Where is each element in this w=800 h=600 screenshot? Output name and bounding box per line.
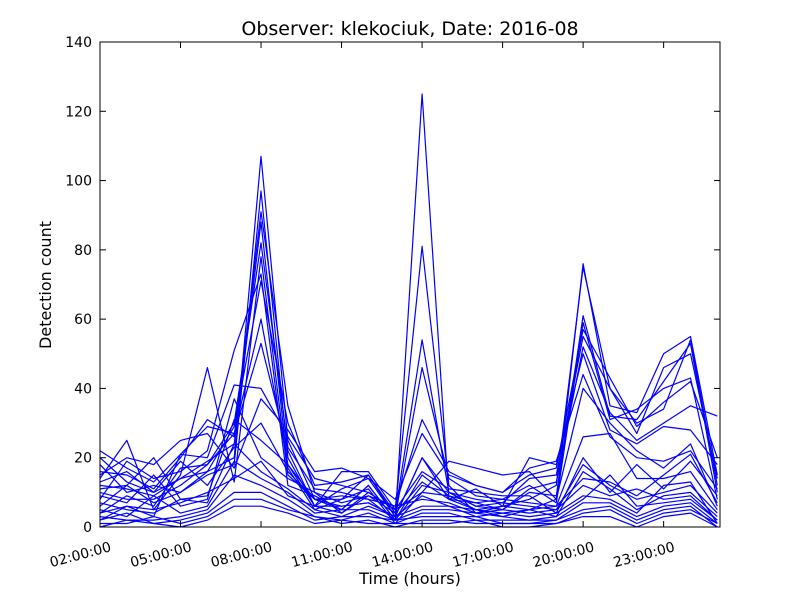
y-tick-label: 0 [83, 520, 92, 536]
y-tick-label: 60 [74, 312, 92, 328]
y-axis: 0 20 40 60 80 100 120 140 [65, 35, 720, 536]
x-tick-label: 05:00:00 [129, 539, 194, 571]
series-line-13 [99, 419, 718, 525]
chart-title: Observer: klekociuk, Date: 2016-08 [241, 18, 578, 40]
y-tick-label: 80 [74, 243, 92, 259]
series-lines [99, 93, 718, 528]
series-line-22 [99, 374, 718, 500]
y-tick-label: 100 [65, 174, 92, 190]
x-tick-label: 08:00:00 [209, 539, 274, 571]
x-tick-label: 20:00:00 [531, 539, 596, 571]
series-line-9 [99, 318, 718, 514]
x-tick-label: 23:00:00 [612, 539, 677, 571]
y-tick-label: 40 [74, 381, 92, 397]
x-tick-label: 11:00:00 [290, 539, 355, 571]
series-line-2 [99, 190, 718, 514]
series-line-16 [99, 460, 718, 521]
y-axis-label: Detection count [36, 221, 55, 349]
x-tick-label: 14:00:00 [370, 539, 435, 571]
series-line-20 [99, 505, 718, 528]
plot-frame [99, 41, 721, 528]
series-line-8 [99, 280, 718, 514]
series-line-5 [99, 242, 718, 507]
y-tick-label: 140 [65, 35, 92, 51]
x-tick-label: 02:00:00 [48, 539, 113, 571]
series-line-14 [99, 398, 718, 521]
x-axis-label: Time (hours) [358, 569, 461, 588]
x-tick-label: 17:00:00 [451, 539, 516, 571]
series-line-1 [99, 93, 718, 521]
series-line-17 [99, 474, 718, 525]
series-line-15 [99, 443, 718, 524]
y-tick-label: 20 [74, 451, 92, 467]
series-line-18 [99, 491, 718, 528]
series-line-21 [99, 453, 718, 518]
y-tick-label: 120 [65, 104, 92, 120]
